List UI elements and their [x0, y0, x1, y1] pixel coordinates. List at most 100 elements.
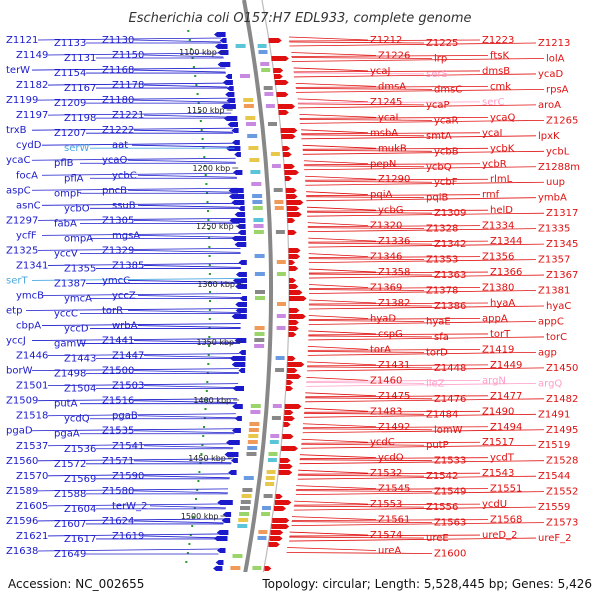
gene-label-reverse[interactable]: Z1180	[102, 95, 134, 106]
gene-label-reverse[interactable]: aat	[112, 140, 128, 151]
gene-label-reverse[interactable]: Z1516	[102, 396, 134, 407]
gene-label-forward[interactable]: Z1328	[426, 224, 458, 235]
gene-label-forward[interactable]: hyaE	[426, 316, 451, 327]
gene-label-reverse[interactable]: ompF	[54, 188, 82, 199]
gene-label-forward[interactable]: torC	[546, 332, 567, 343]
gene-label-reverse[interactable]: Z1441	[102, 336, 134, 347]
gene-label-reverse[interactable]: Z1167	[64, 83, 96, 94]
gene-label-forward[interactable]: Z1346	[370, 252, 402, 263]
gene-label-forward[interactable]: ycdT	[490, 453, 515, 464]
gene-label-forward[interactable]: putP	[426, 440, 449, 451]
gene-label-forward[interactable]: Z1600	[434, 549, 466, 560]
gene-label-forward[interactable]: Z1223	[482, 35, 514, 46]
gene-label-reverse[interactable]: Z1619	[112, 531, 144, 542]
gene-label-forward[interactable]: appA	[482, 313, 508, 324]
gene-label-reverse[interactable]: yccJ	[6, 336, 26, 347]
gene-label-forward[interactable]: Z1476	[434, 394, 466, 405]
gene-label-forward[interactable]: ileZ	[426, 378, 445, 389]
gene-label-reverse[interactable]: Z1443	[64, 354, 96, 365]
gene-label-forward[interactable]: Z1559	[538, 502, 570, 513]
gene-label-reverse[interactable]: ymcA	[64, 293, 92, 304]
gene-label-reverse[interactable]: Z1446	[16, 351, 48, 362]
gene-label-reverse[interactable]: terW_2	[112, 501, 147, 512]
gene-label-forward[interactable]: Z1477	[490, 391, 522, 402]
gene-label-reverse[interactable]: gamW	[54, 339, 86, 350]
gene-label-forward[interactable]: Z1288m	[538, 162, 580, 173]
gene-label-reverse[interactable]: ycaC	[6, 155, 31, 166]
gene-label-reverse[interactable]: ycbC	[112, 170, 137, 181]
gene-label-forward[interactable]: lomW	[434, 425, 463, 436]
gene-label-forward[interactable]: hyaA	[490, 298, 515, 309]
gene-label-forward[interactable]: Z1382	[378, 298, 410, 309]
gene-label-reverse[interactable]: Z1536	[64, 444, 96, 455]
gene-label-forward[interactable]: torD	[426, 347, 448, 358]
gene-label-forward[interactable]: smtA	[426, 131, 452, 142]
gene-label-forward[interactable]: Z1542	[426, 471, 458, 482]
gene-label-forward[interactable]: Z1225	[426, 38, 458, 49]
gene-label-reverse[interactable]: ymcB	[16, 290, 44, 301]
gene-label-forward[interactable]: ycbG	[378, 205, 404, 216]
gene-label-forward[interactable]: Z1484	[426, 409, 458, 420]
gene-label-forward[interactable]: Z1344	[490, 236, 522, 247]
gene-label-forward[interactable]: Z1342	[434, 239, 466, 250]
gene-label-forward[interactable]: Z1386	[434, 301, 466, 312]
gene-label-reverse[interactable]: Z1222	[102, 125, 134, 136]
gene-label-forward[interactable]: Z1369	[370, 283, 402, 294]
gene-label-reverse[interactable]: Z1501	[16, 381, 48, 392]
gene-label-forward[interactable]: Z1290	[378, 174, 410, 185]
gene-label-forward[interactable]: Z1552	[546, 487, 578, 498]
gene-label-reverse[interactable]: ycbO	[64, 203, 90, 214]
gene-label-reverse[interactable]: torR	[102, 306, 123, 317]
gene-label-forward[interactable]: serC	[482, 97, 504, 108]
gene-label-reverse[interactable]: Z1504	[64, 384, 96, 395]
gene-label-reverse[interactable]: wrbA	[112, 321, 138, 332]
gene-label-reverse[interactable]: aspC	[6, 185, 31, 196]
gene-label-forward[interactable]: ycdC	[370, 437, 395, 448]
gene-label-forward[interactable]: lolA	[546, 53, 565, 64]
gene-label-forward[interactable]: Z1460	[370, 375, 402, 386]
gene-label-reverse[interactable]: Z1150	[112, 50, 144, 61]
gene-label-forward[interactable]: ureF_2	[538, 533, 572, 544]
gene-label-forward[interactable]: Z1553	[370, 499, 402, 510]
gene-label-forward[interactable]: ureA	[378, 546, 401, 557]
gene-label-forward[interactable]: lrp	[434, 53, 447, 64]
gene-label-forward[interactable]: Z1213	[538, 38, 570, 49]
gene-label-forward[interactable]: Z1380	[482, 283, 514, 294]
gene-label-reverse[interactable]: Z1638	[6, 546, 38, 557]
gene-label-reverse[interactable]: yccZ	[112, 290, 136, 301]
gene-label-forward[interactable]: Z1381	[538, 286, 570, 297]
gene-label-forward[interactable]: aroA	[538, 100, 561, 111]
gene-label-forward[interactable]: Z1519	[538, 440, 570, 451]
gene-label-reverse[interactable]: Z1207	[54, 128, 86, 139]
gene-label-reverse[interactable]: Z1571	[102, 456, 134, 467]
gene-label-reverse[interactable]: ycdQ	[64, 414, 90, 425]
gene-label-forward[interactable]: argN	[482, 375, 506, 386]
gene-label-reverse[interactable]: Z1588	[54, 489, 86, 500]
gene-label-reverse[interactable]: pflA	[64, 173, 84, 184]
gene-label-forward[interactable]: Z1363	[434, 270, 466, 281]
gene-label-forward[interactable]: Z1449	[490, 360, 522, 371]
gene-label-forward[interactable]: Z1544	[538, 471, 570, 482]
gene-label-forward[interactable]: Z1336	[378, 236, 410, 247]
gene-label-reverse[interactable]: ycaO	[102, 155, 128, 166]
gene-label-forward[interactable]: pqiA	[370, 190, 392, 201]
gene-label-forward[interactable]: Z1366	[490, 267, 522, 278]
gene-label-forward[interactable]: ycaD	[538, 69, 564, 80]
gene-label-reverse[interactable]: Z1182	[16, 80, 48, 91]
gene-label-forward[interactable]: cspG	[378, 329, 403, 340]
gene-label-forward[interactable]: agp	[538, 347, 557, 358]
gene-label-forward[interactable]: rmf	[482, 190, 500, 201]
gene-label-reverse[interactable]: Z1580	[102, 486, 134, 497]
gene-label-reverse[interactable]: focA	[16, 170, 38, 181]
gene-label-forward[interactable]: Z1353	[426, 255, 458, 266]
gene-label-forward[interactable]: Z1517	[482, 437, 514, 448]
gene-label-forward[interactable]: ftsK	[490, 50, 509, 61]
gene-label-forward[interactable]: hyaD	[370, 313, 396, 324]
gene-label-forward[interactable]: ycbF	[434, 177, 458, 188]
gene-label-forward[interactable]: Z1317	[546, 208, 578, 219]
gene-label-reverse[interactable]: terW	[6, 65, 30, 76]
gene-label-reverse[interactable]: Z1572	[54, 459, 86, 470]
gene-label-forward[interactable]: ycdO	[378, 453, 404, 464]
gene-label-reverse[interactable]: yccC	[54, 309, 78, 320]
gene-label-forward[interactable]: torT	[490, 329, 511, 340]
